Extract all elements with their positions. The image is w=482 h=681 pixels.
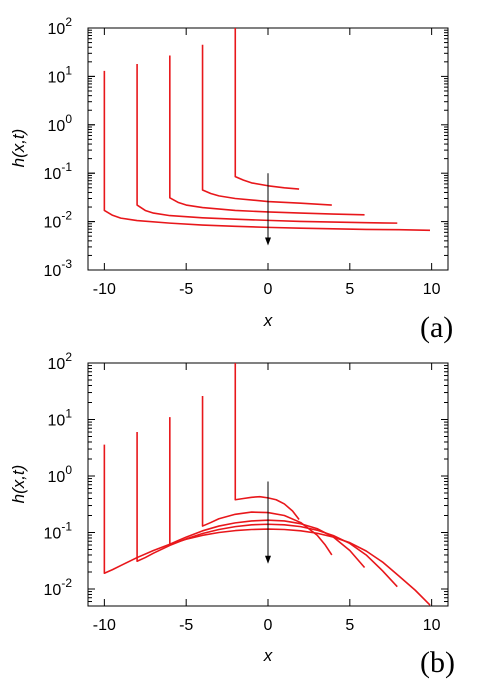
x-tick-label: 10 [423, 281, 441, 298]
y-tick-label: 10-2 [44, 576, 73, 599]
time-arrow-head [265, 555, 271, 564]
y-tick-label: 10-2 [44, 209, 73, 232]
x-tick-label: -5 [179, 281, 193, 298]
series-line-4 [136, 432, 398, 588]
series-line-3 [169, 55, 365, 216]
x-tick-label: 0 [264, 617, 273, 634]
x-tick-label: 5 [345, 617, 354, 634]
y-tick-label: 10-3 [44, 257, 73, 280]
x-tick-label: -10 [93, 281, 116, 298]
series-line-5 [103, 70, 431, 232]
panel-label: (b) [420, 646, 455, 679]
time-arrow-head [265, 237, 271, 246]
series-line-1 [234, 28, 300, 190]
x-tick-label: -10 [93, 617, 116, 634]
y-tick-label: 100 [48, 112, 73, 135]
series-line-5 [103, 444, 431, 606]
series-line-1 [234, 363, 300, 520]
x-tick-label: 5 [345, 281, 354, 298]
y-tick-label: 100 [48, 463, 73, 486]
series-line-2 [201, 44, 332, 206]
x-axis-label: x [263, 646, 273, 665]
y-tick-label: 10-1 [44, 519, 73, 542]
x-axis-label: x [263, 311, 273, 330]
y-tick-label: 10-1 [44, 160, 73, 183]
y-tick-label: 101 [48, 406, 73, 429]
series-line-2 [201, 396, 333, 556]
chart-panel-b: -10 -5 0 5 10 102 101 100 10-1 10-2 x h(x,t) (b) [9, 350, 455, 679]
y-tick-label: 101 [48, 63, 73, 86]
chart-panel-a: -10 -5 0 5 10 102 101 100 10-1 10-2 10-3 x h(x,t) (a) [9, 15, 453, 344]
y-tick-label: 102 [48, 15, 73, 38]
y-tick-label: 102 [48, 350, 73, 373]
x-tick-label: 0 [264, 281, 273, 298]
panel-label: (a) [420, 311, 453, 344]
y-axis-label: h(x,t) [9, 465, 28, 504]
y-axis-label: h(x,t) [9, 129, 28, 168]
x-tick-label: -5 [179, 617, 193, 634]
series-line-3 [169, 417, 366, 569]
x-tick-label: 10 [423, 617, 441, 634]
series-line-4 [136, 64, 398, 224]
